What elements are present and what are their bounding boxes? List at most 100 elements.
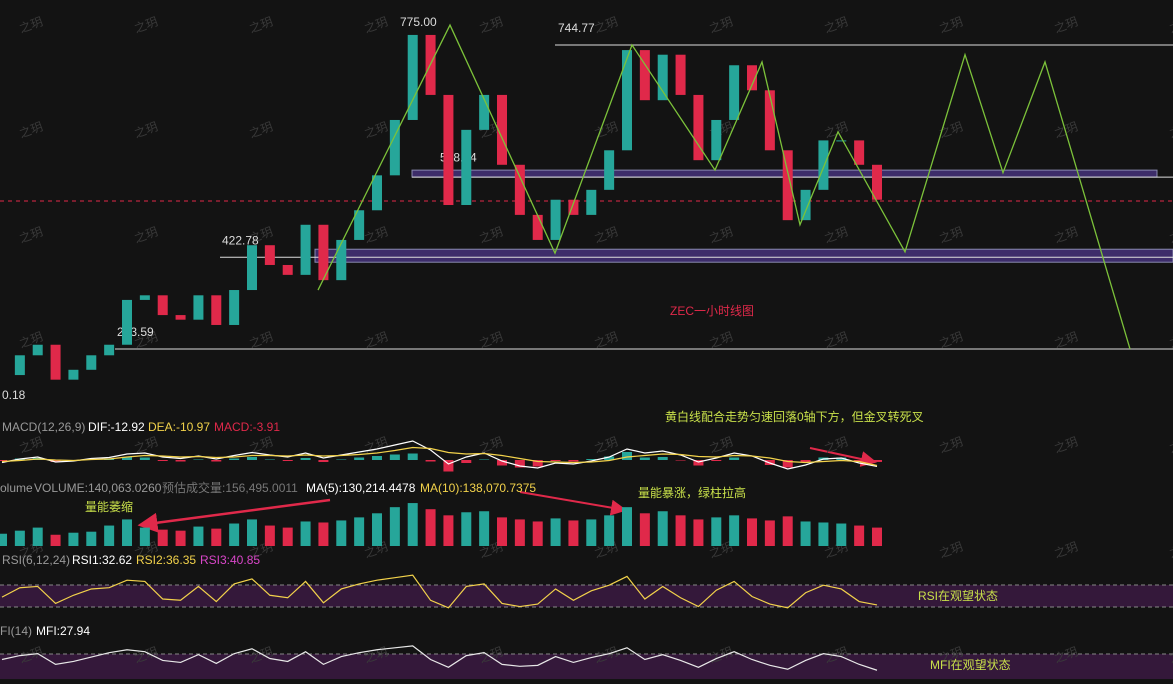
volume-bar [247,519,257,546]
candle [193,295,204,320]
macd-bar [425,460,436,462]
macd-bar [675,460,686,461]
candle [407,34,418,120]
mfi-label: MFI:27.94 [36,624,90,638]
volume-bar [747,518,757,546]
candle [675,54,686,95]
candle [86,355,97,370]
macd-bar [139,457,150,460]
macd-bar [318,460,329,462]
candle [282,264,293,275]
volume-bar [372,513,382,546]
volume-bar [300,521,311,546]
macd-bar [175,460,186,462]
volume-bar [461,512,472,546]
candle [747,65,757,91]
candle [800,189,811,221]
volume-bar [497,517,507,546]
macd-bar [461,460,472,463]
rsi-label: RSI1:32.62 [72,553,132,567]
macd-bar [586,459,597,460]
volume-bar [104,525,115,546]
candle [729,65,740,120]
candle [300,224,311,275]
macd-bar [389,454,400,460]
candle [782,150,793,221]
candle [336,239,347,281]
macd-bar [497,460,507,466]
candle [50,344,61,380]
volume-bar [264,525,275,546]
candle [247,245,257,291]
volume-bar [443,515,454,546]
volume-bar [568,520,579,546]
macd-bar [247,457,257,460]
price-label: 0.18 [2,388,26,402]
mfi-label: FI(14) [0,624,32,638]
watermark: 之玥 [1167,539,1173,560]
macd-bar [800,460,811,463]
candle [872,164,882,200]
watermark: 之玥 [1167,14,1173,35]
volume-label: 预估成交量:156,495.0011 [162,480,298,495]
candle [157,295,168,316]
candle [139,295,150,300]
candle [854,140,865,165]
candle [836,140,847,142]
rsi-label: RSI(6,12,24) [2,553,70,567]
macd-bar [50,460,61,462]
volume-bar [282,527,293,546]
candle [604,150,615,190]
macd-label: DIF:-12.92 [88,420,145,434]
volume-bar [514,519,525,546]
macd-bar [0,460,7,461]
annotation: 量能萎缩 [85,499,133,514]
macd-bar [229,458,240,460]
volume-bar [764,520,775,546]
volume-bar [675,515,686,546]
volume-bar [622,507,632,546]
candle [497,94,507,165]
arrow [137,498,331,533]
annotation: MFI在观望状态 [930,658,1011,672]
candle [711,119,722,161]
volume-bar [139,527,150,546]
price-label: 744.77 [558,21,595,35]
candle [818,140,829,190]
volume-bar [389,507,400,546]
macd-label: MACD(12,26,9) [2,420,85,434]
volume-bar [836,523,847,546]
volume-bar [211,528,222,546]
macd-bar [282,460,293,461]
volume-bar [800,521,811,546]
candle [175,315,186,320]
macd-label: MACD:-3.91 [214,420,280,434]
candle [229,290,240,325]
macd-bar [122,457,132,460]
volume-label: olume [0,481,33,495]
macd-bar [157,460,168,461]
volume-bar [157,529,168,546]
volume-bar [193,526,204,546]
candle [122,299,132,345]
rsi-label: RSI3:40.85 [200,553,260,567]
macd-bar [622,452,632,460]
level-band [314,248,1173,263]
volume-bar [229,523,240,546]
candle [657,54,668,101]
volume-bar [693,519,704,546]
candle [586,189,597,215]
watermark: 之玥 [1167,329,1173,350]
candle [532,214,543,240]
candle [550,199,561,240]
candle [68,369,79,380]
rsi-band [0,585,1173,607]
annotation: 黄白线配合走势匀速回落0轴下方，但金叉转死叉 [665,409,924,424]
macd-bar [336,459,347,460]
volume-bar [407,503,418,546]
volume-bar [354,517,365,546]
candle [32,344,43,356]
candle [14,355,25,376]
